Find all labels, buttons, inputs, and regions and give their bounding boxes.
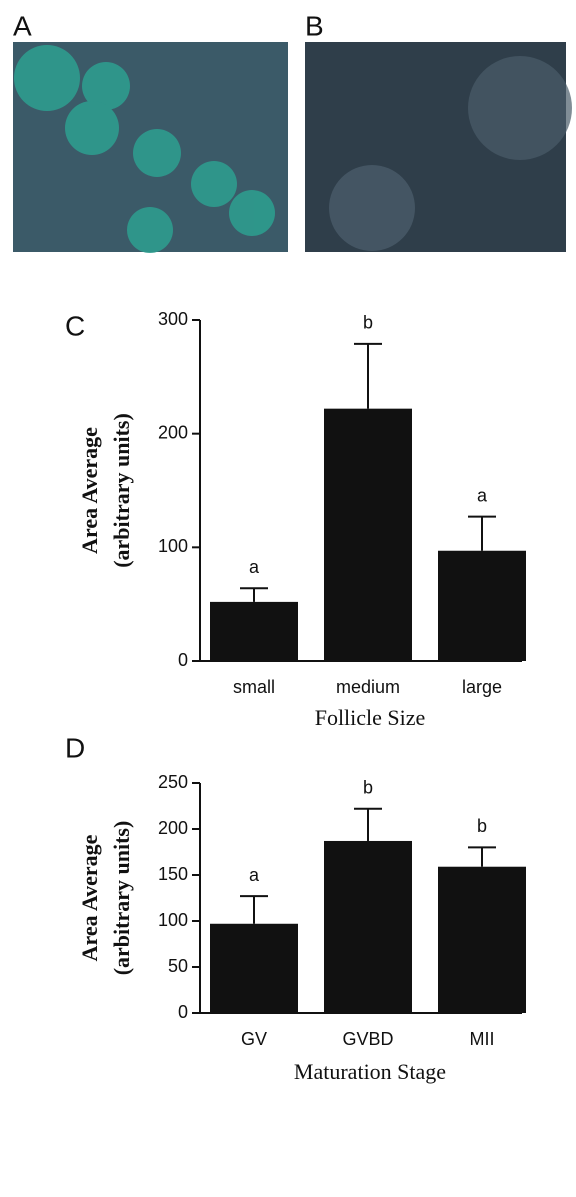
panel-label: D	[65, 732, 85, 763]
y-tick-label: 50	[168, 956, 188, 976]
x-tick-label: medium	[336, 677, 400, 697]
x-tick-label: large	[462, 677, 502, 697]
bar	[324, 408, 412, 661]
significance-letter: b	[363, 778, 373, 798]
y-tick-label: 0	[178, 650, 188, 670]
y-tick-label: 200	[158, 422, 188, 442]
micrograph-b	[305, 42, 572, 252]
x-tick-label: GVBD	[342, 1029, 393, 1049]
panel-label: A	[13, 10, 32, 41]
significance-letter: a	[249, 557, 260, 577]
y-axis-title: (arbitrary units)	[109, 821, 134, 976]
y-tick-label: 250	[158, 772, 188, 792]
x-tick-label: small	[233, 677, 275, 697]
x-tick-label: GV	[241, 1029, 267, 1049]
bar	[324, 840, 412, 1013]
panel-label: B	[305, 10, 324, 41]
significance-letter: a	[249, 865, 260, 885]
y-tick-label: 300	[158, 309, 188, 329]
y-axis-title: Area Average	[77, 834, 102, 961]
significance-letter: b	[477, 816, 487, 836]
y-axis-title: (arbitrary units)	[109, 413, 134, 568]
bar	[438, 550, 526, 661]
bar	[210, 923, 298, 1013]
panel-label: C	[65, 310, 85, 341]
y-tick-label: 200	[158, 818, 188, 838]
x-tick-label: MII	[470, 1029, 495, 1049]
micrograph-a	[13, 42, 288, 253]
significance-letter: b	[363, 313, 373, 333]
y-tick-label: 100	[158, 536, 188, 556]
y-tick-label: 150	[158, 864, 188, 884]
y-tick-label: 0	[178, 1002, 188, 1022]
y-tick-label: 100	[158, 910, 188, 930]
bar	[210, 601, 298, 661]
y-axis-title: Area Average	[77, 427, 102, 554]
significance-letter: a	[477, 485, 488, 505]
bar	[438, 866, 526, 1013]
x-axis-title: Follicle Size	[315, 705, 426, 730]
x-axis-title: Maturation Stage	[294, 1059, 446, 1084]
